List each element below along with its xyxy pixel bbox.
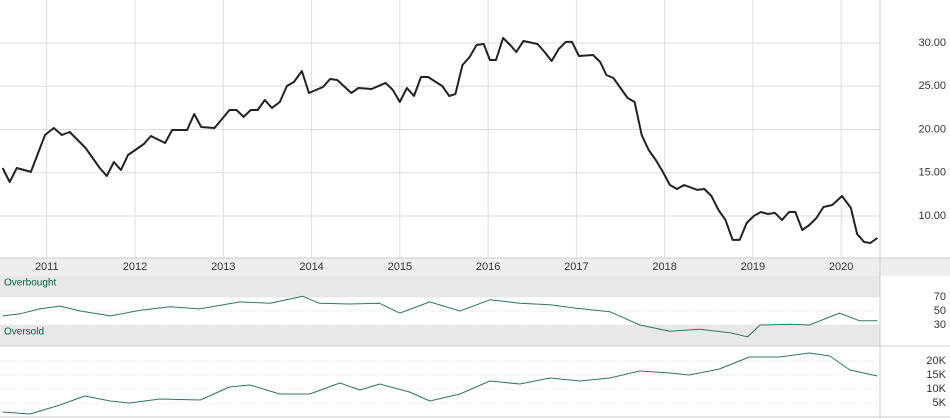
zone-label: Oversold bbox=[4, 327, 44, 338]
y-tick-label: 30.00 bbox=[918, 37, 946, 49]
x-tick-label: 2012 bbox=[123, 261, 147, 273]
y-tick-label: 5K bbox=[933, 397, 947, 409]
x-tick-label: 2011 bbox=[35, 261, 59, 273]
x-tick-label: 2019 bbox=[741, 261, 765, 273]
y-tick-label: 15K bbox=[926, 369, 946, 381]
y-tick-label: 20K bbox=[926, 355, 946, 367]
x-tick-label: 2017 bbox=[564, 261, 588, 273]
zone-band bbox=[0, 325, 880, 346]
x-tick-label: 2018 bbox=[652, 261, 676, 273]
price-line bbox=[2, 352, 878, 415]
x-tick-label: 2020 bbox=[829, 261, 853, 273]
y-tick-label: 50 bbox=[934, 305, 946, 317]
y-tick-label: 20.00 bbox=[918, 123, 946, 135]
x-tick-label: 2013 bbox=[211, 261, 235, 273]
y-tick-label: 10.00 bbox=[918, 210, 946, 222]
x-tick-label: 2016 bbox=[476, 261, 500, 273]
x-axis-strip bbox=[0, 258, 950, 276]
y-tick-label: 10K bbox=[926, 383, 946, 395]
zone-label: Overbought bbox=[4, 278, 56, 289]
y-tick-label: 30 bbox=[934, 319, 946, 331]
y-tick-label: 70 bbox=[934, 291, 946, 303]
y-tick-label: 15.00 bbox=[918, 167, 946, 179]
price-line bbox=[1, 37, 878, 244]
price-line bbox=[2, 295, 878, 338]
x-tick-label: 2015 bbox=[388, 261, 412, 273]
zone-band bbox=[0, 276, 880, 297]
y-tick-label: 25.00 bbox=[918, 80, 946, 92]
x-tick-label: 2014 bbox=[299, 261, 323, 273]
